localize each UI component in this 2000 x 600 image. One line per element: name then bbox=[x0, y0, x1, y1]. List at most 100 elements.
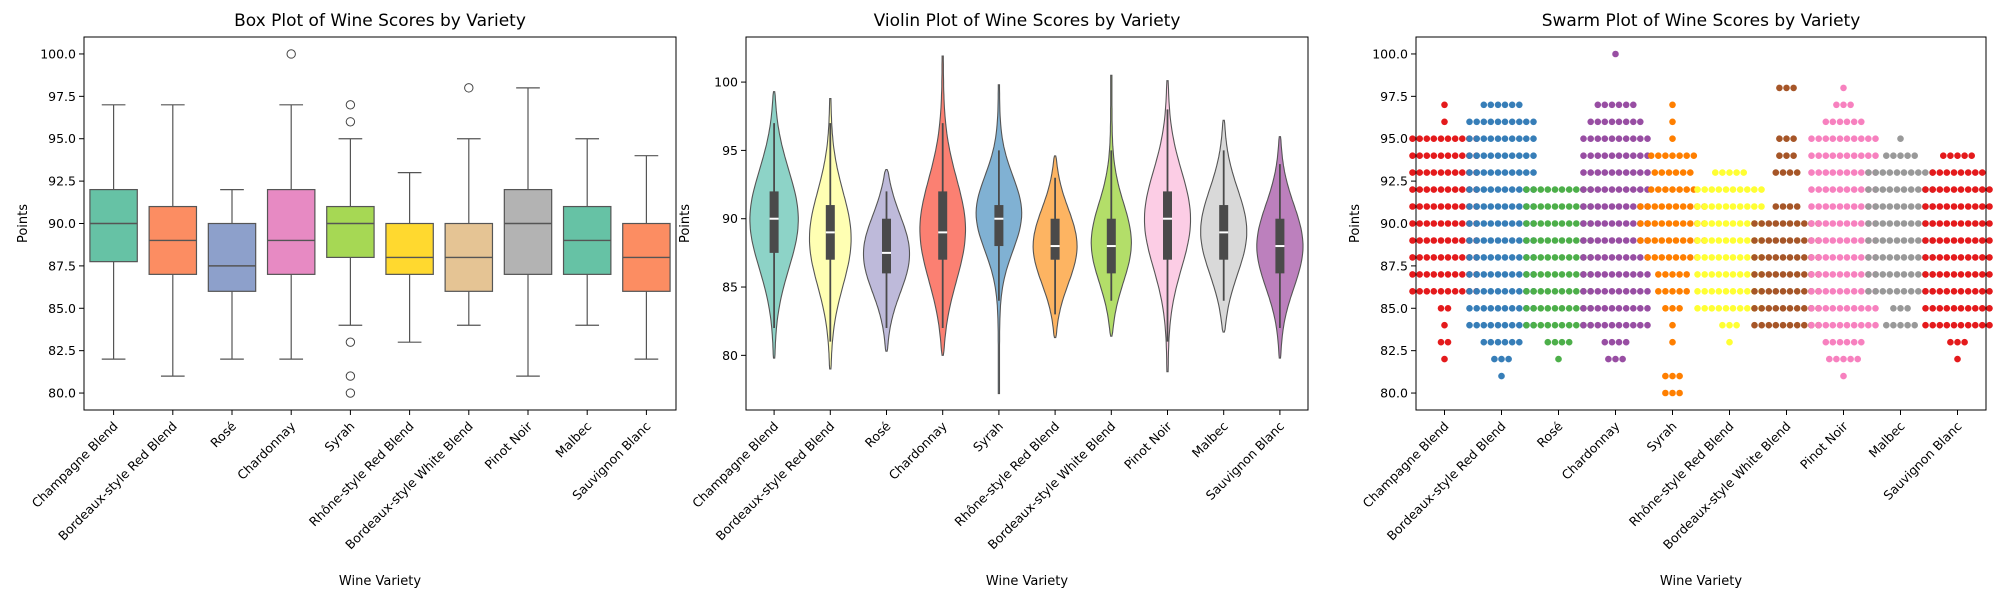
swarm-point bbox=[1580, 203, 1587, 210]
swarm-point bbox=[1459, 254, 1466, 261]
swarm-point bbox=[1897, 152, 1904, 159]
swarm-point bbox=[1665, 254, 1673, 261]
swarm-point bbox=[1890, 152, 1897, 159]
swarm-point bbox=[1765, 321, 1773, 329]
swarm-point bbox=[1651, 203, 1659, 210]
swarm-point bbox=[1886, 237, 1894, 244]
swarm-point bbox=[1615, 169, 1623, 176]
swarm-point bbox=[1790, 135, 1797, 142]
swarm-point bbox=[1409, 271, 1416, 278]
swarm-point bbox=[1694, 237, 1701, 244]
swarm-point bbox=[1437, 271, 1445, 278]
swarm-point bbox=[1580, 254, 1587, 261]
swarm-point bbox=[1669, 118, 1676, 126]
swarm-point bbox=[1758, 271, 1765, 278]
swarm-point bbox=[1480, 254, 1488, 261]
swarm-point bbox=[1979, 321, 1986, 329]
swarm-point bbox=[1508, 118, 1516, 126]
swarm-point bbox=[1530, 169, 1537, 176]
swarm-point bbox=[1608, 288, 1616, 295]
swarm-point bbox=[1669, 338, 1676, 346]
swarm-point bbox=[1708, 271, 1716, 278]
swarm-point bbox=[1736, 237, 1744, 244]
swarm-point bbox=[1480, 220, 1488, 227]
swarm-point bbox=[1644, 135, 1651, 142]
swarm-point bbox=[1658, 254, 1666, 261]
swarm-point bbox=[1444, 338, 1452, 346]
swarm-point bbox=[1662, 305, 1669, 312]
swarm-point bbox=[1758, 305, 1765, 312]
swarm-point bbox=[1558, 288, 1566, 295]
swarm-point bbox=[1783, 135, 1790, 142]
swarm-point bbox=[1893, 254, 1901, 261]
swarm-point bbox=[1719, 169, 1726, 176]
swarm-point bbox=[1779, 220, 1787, 227]
violin-iqr-box bbox=[882, 218, 891, 274]
swarm-point bbox=[1580, 271, 1587, 278]
swarm-point bbox=[1409, 135, 1416, 142]
swarm-point bbox=[1979, 203, 1986, 210]
swarm-point bbox=[1662, 372, 1669, 380]
x-tick-label: Rhône-style Red Blend bbox=[306, 419, 417, 530]
swarm-point bbox=[1676, 186, 1683, 193]
swarm-point bbox=[1516, 271, 1523, 278]
swarm-point bbox=[1765, 271, 1773, 278]
swarm-point bbox=[1530, 152, 1537, 159]
swarm-point bbox=[1979, 186, 1986, 193]
y-tick-label: 80.0 bbox=[48, 386, 76, 401]
swarm-point bbox=[1651, 237, 1659, 244]
swarm-point bbox=[1972, 203, 1979, 210]
swarm-point bbox=[1473, 152, 1480, 159]
swarm-point bbox=[1808, 305, 1815, 312]
swarm-point bbox=[1957, 186, 1965, 193]
swarm-point bbox=[1473, 254, 1480, 261]
swarm-point bbox=[1701, 186, 1708, 193]
swarm-point bbox=[1423, 237, 1431, 244]
swarm-point bbox=[1669, 271, 1676, 278]
swarm-point bbox=[1516, 288, 1523, 295]
swarm-point bbox=[1972, 321, 1979, 329]
violin-iqr-box bbox=[769, 191, 779, 253]
swarm-point bbox=[1669, 152, 1676, 159]
box-iqr bbox=[266, 188, 316, 275]
swarm-point bbox=[1669, 389, 1676, 397]
swarm-point bbox=[1437, 169, 1445, 176]
swarm-point bbox=[1508, 169, 1516, 176]
swarm-point bbox=[1979, 288, 1986, 295]
swarm-point bbox=[1815, 135, 1822, 142]
y-tick-label: 92.5 bbox=[48, 174, 76, 189]
swarm-point bbox=[1822, 237, 1830, 244]
swarm-point bbox=[1459, 152, 1466, 159]
swarm-point bbox=[1822, 186, 1830, 193]
swarm-point bbox=[1594, 203, 1602, 210]
x-tick-label: Pinot Noir bbox=[482, 418, 536, 472]
swarm-point bbox=[1964, 305, 1972, 312]
swarm-point bbox=[1986, 254, 1993, 261]
y-tick-label: 100 bbox=[714, 75, 738, 90]
swarm-point bbox=[1466, 237, 1473, 244]
swarm-point bbox=[1964, 203, 1972, 210]
swarm-point bbox=[1565, 321, 1573, 329]
swarm-point bbox=[1957, 288, 1965, 295]
swarm-point bbox=[1865, 305, 1872, 312]
swarm-point bbox=[1929, 305, 1936, 312]
swarm-point bbox=[1872, 305, 1879, 312]
swarm-point bbox=[1786, 237, 1794, 244]
swarm-point bbox=[1829, 254, 1837, 261]
swarm-point bbox=[1950, 220, 1958, 227]
swarm-point bbox=[1672, 237, 1680, 244]
swarm-point bbox=[1480, 338, 1488, 346]
swarm-point bbox=[1758, 254, 1765, 261]
swarm-point bbox=[1922, 254, 1929, 261]
swarm-point bbox=[1722, 288, 1730, 295]
swarm-point bbox=[1672, 220, 1680, 227]
swarm-point bbox=[1615, 118, 1623, 126]
swarm-point bbox=[1416, 271, 1423, 278]
swarm-point bbox=[1644, 254, 1651, 261]
swarm-point bbox=[1622, 101, 1630, 109]
swarm-point bbox=[1858, 220, 1865, 227]
swarm-point bbox=[1897, 321, 1904, 329]
swarm-point bbox=[1416, 288, 1423, 295]
swarm-point bbox=[1843, 338, 1851, 346]
swarm-point bbox=[1494, 220, 1502, 227]
